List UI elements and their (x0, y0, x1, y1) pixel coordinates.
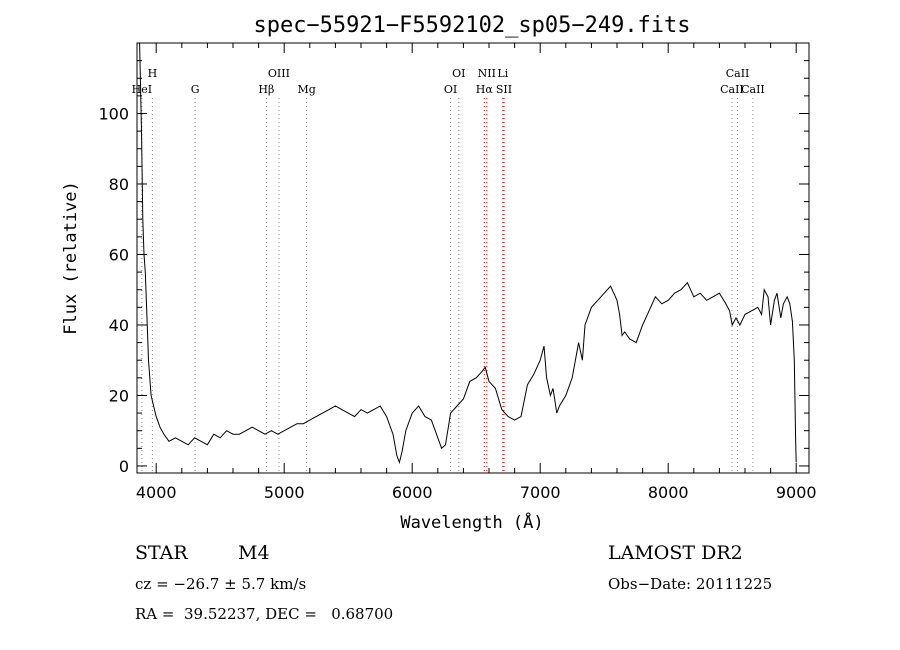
x-axis-label: Wavelength (Å) (400, 511, 543, 533)
observation-date: Obs−Date: 20111225 (608, 575, 773, 593)
coordinates: RA = 39.52237, DEC = 0.68700 (135, 605, 394, 623)
marker-label: Hβ (258, 83, 274, 96)
object-subclass: M4 (238, 542, 270, 564)
marker-label: NII (478, 67, 496, 80)
marker-label: OIII (268, 67, 290, 80)
x-tick-label: 4000 (136, 483, 177, 502)
marker-label: OI (444, 83, 457, 96)
y-tick-label: 0 (119, 457, 129, 476)
marker-label: OI (452, 67, 465, 80)
survey-name: LAMOST DR2 (608, 542, 743, 564)
y-tick-label: 100 (98, 104, 129, 123)
object-class: STAR (135, 542, 188, 564)
y-tick-label: 60 (109, 245, 129, 264)
marker-label: Hα (476, 83, 494, 96)
marker-label: SII (496, 83, 512, 96)
plot-frame (136, 42, 810, 474)
axis-ticks: 4000 5000 6000 7000 8000 9000 0 20 40 60 80 100 (98, 43, 817, 502)
x-tick-label: 6000 (392, 483, 433, 502)
marker-label: CaII (720, 83, 744, 96)
chart-title: spec−55921−F5592102_sp05−249.fits (253, 13, 690, 38)
x-tick-label: 7000 (520, 483, 561, 502)
redshift-value: cz = −26.7 ± 5.7 km/s (135, 575, 307, 593)
y-tick-label: 20 (109, 386, 129, 405)
y-axis-label: Flux (relative) (61, 181, 81, 335)
x-tick-label: 9000 (776, 483, 817, 502)
marker-label: H (148, 67, 158, 80)
spectrum-line (139, 42, 797, 465)
marker-label: Mg (297, 83, 315, 96)
x-tick-label: 5000 (264, 483, 305, 502)
marker-label: HeI (132, 83, 152, 96)
y-tick-label: 80 (109, 175, 129, 194)
marker-label: Li (497, 67, 508, 80)
y-tick-label: 40 (109, 316, 129, 335)
marker-label: G (191, 83, 200, 96)
x-tick-label: 8000 (648, 483, 689, 502)
marker-label: CaII (741, 83, 765, 96)
marker-label: CaII (726, 67, 750, 80)
